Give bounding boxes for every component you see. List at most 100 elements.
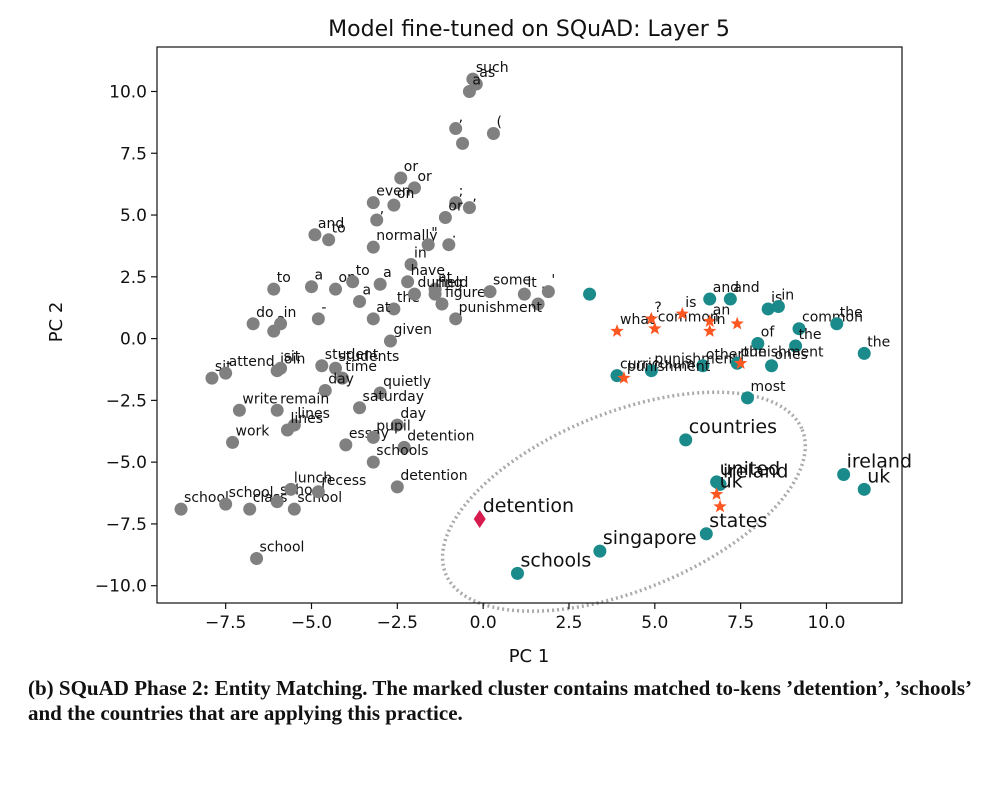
point-label: day [328, 371, 354, 387]
scatter-point [438, 211, 452, 225]
scatter-point [407, 181, 421, 195]
point-label: school [229, 485, 274, 501]
cluster-ellipse [440, 390, 808, 613]
point-label: ireland [723, 460, 788, 482]
scatter-point [401, 275, 415, 289]
point-label: in [414, 245, 427, 261]
scatter-point [308, 228, 322, 242]
x-tick-label: −7.5 [205, 613, 246, 633]
scatter-point [483, 285, 497, 299]
scatter-point-star [617, 371, 631, 384]
scatter-point [387, 198, 401, 212]
scatter-point [287, 502, 301, 516]
scatter-point [699, 527, 713, 541]
point-label: given [393, 322, 432, 338]
point-label: such [476, 60, 509, 76]
point-label: to [356, 263, 370, 279]
x-tick-label: −2.5 [377, 613, 418, 633]
scatter-point [373, 277, 387, 291]
point-label: a [314, 268, 323, 284]
point-label: school [260, 540, 305, 556]
scatter-point [462, 201, 476, 215]
point-label: the [867, 334, 890, 350]
point-label: . [452, 226, 456, 242]
scatter-point [449, 196, 463, 210]
scatter-point [723, 292, 737, 306]
point-label: curriculum [620, 357, 695, 373]
plot-frame [156, 46, 903, 604]
scatter-point-star [703, 314, 717, 327]
point-label: ' [551, 273, 555, 289]
point-label: of [761, 325, 776, 341]
scatter-point [696, 359, 710, 373]
scatter-point [274, 317, 288, 331]
scatter-point [765, 359, 779, 373]
scatter-point [318, 383, 332, 397]
scatter-point [428, 287, 442, 301]
point-label: sit [284, 349, 301, 365]
point-label: is [685, 295, 696, 311]
point-label: - [321, 300, 326, 316]
scatter-point [219, 497, 233, 511]
point-label: even [376, 184, 410, 200]
figure-caption: (b) SQuAD Phase 2: Entity Matching. The … [28, 676, 971, 725]
point-label: a [363, 283, 372, 299]
point-label: a [472, 72, 481, 88]
scatter-point [366, 240, 380, 254]
point-label: in [781, 287, 794, 303]
x-axis-label: PC 1 [509, 646, 550, 667]
point-label: punishment [627, 359, 711, 375]
point-label: during [417, 275, 462, 291]
point-label: at [376, 300, 391, 316]
point-label: or [404, 159, 419, 175]
scatter-point [205, 371, 219, 385]
point-label: on [397, 186, 414, 202]
scatter-point [390, 480, 404, 494]
scatter-point [339, 438, 353, 452]
scatter-point [315, 359, 329, 373]
scatter-point [219, 366, 233, 380]
point-label: , [472, 189, 476, 205]
scatter-point [329, 282, 343, 296]
scatter-point [274, 361, 288, 375]
scatter-point [517, 287, 531, 301]
scatter-point-star [648, 321, 662, 335]
scatter-point [593, 544, 607, 558]
scatter-point-star [733, 356, 748, 369]
scatter-point [741, 391, 755, 405]
scatter-point [610, 369, 624, 383]
scatter-point [510, 566, 524, 580]
scatter-point [442, 238, 456, 252]
chart-title: Model fine-tuned on SQuAD: Layer 5 [328, 17, 730, 42]
point-label: lunch [294, 470, 332, 486]
point-label: states [709, 510, 767, 532]
point-label: attend [229, 354, 275, 370]
point-label: a [383, 265, 392, 281]
scatter-point [830, 317, 844, 331]
point-label: or [448, 199, 463, 215]
point-label: as [479, 65, 495, 81]
scatter-point [311, 485, 325, 499]
y-tick-label: −7.5 [106, 515, 147, 535]
point-label: lines [290, 411, 323, 427]
scatter-point [232, 403, 246, 417]
scatter-point [449, 312, 463, 326]
point-label: time [345, 359, 377, 375]
scatter-point [462, 84, 476, 98]
point-label: student [325, 347, 379, 363]
scatter-point [857, 482, 871, 496]
scatter-point [284, 482, 298, 496]
point-label: it [527, 275, 537, 291]
point-label: remain [280, 391, 329, 407]
scatter-point [713, 477, 727, 491]
point-label: ? [654, 300, 661, 316]
scatter-point [531, 297, 545, 311]
scatter-point [373, 386, 387, 400]
y-tick-label: 10.0 [109, 82, 147, 102]
point-label: detention [400, 468, 467, 484]
x-tick-label: 2.5 [555, 613, 582, 633]
scatter-point [246, 317, 260, 331]
scatter-point [304, 280, 318, 294]
scatter-point [250, 552, 264, 566]
